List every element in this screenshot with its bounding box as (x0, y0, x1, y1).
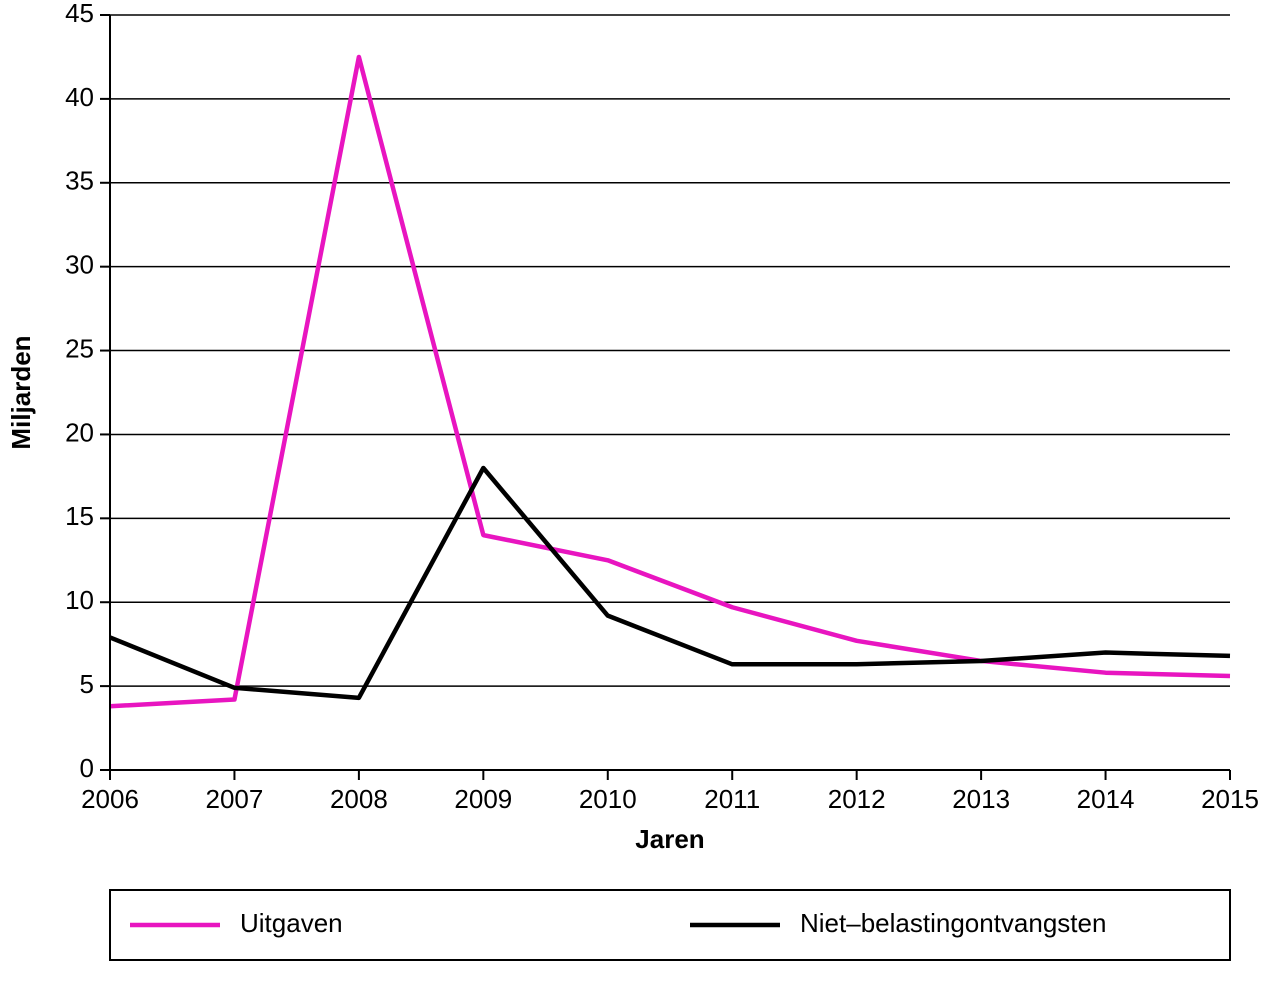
y-tick-label: 35 (65, 166, 94, 196)
y-tick-label: 20 (65, 417, 94, 447)
x-tick-label: 2006 (81, 784, 139, 814)
y-tick-label: 40 (65, 82, 94, 112)
x-tick-label: 2015 (1201, 784, 1259, 814)
x-tick-label: 2013 (952, 784, 1010, 814)
x-tick-label: 2008 (330, 784, 388, 814)
y-tick-label: 30 (65, 250, 94, 280)
y-tick-label: 45 (65, 0, 94, 28)
x-tick-label: 2010 (579, 784, 637, 814)
y-tick-label: 25 (65, 333, 94, 363)
legend-label-0: Uitgaven (240, 908, 343, 938)
x-tick-label: 2011 (704, 784, 760, 814)
chart-container: 0 5 10 15 20 25 30 35 40 45 2006 2007 2008 2009 2010 20… (0, 0, 1266, 981)
x-tick-label: 2009 (454, 784, 512, 814)
y-tick-label: 5 (80, 669, 94, 699)
x-axis-label: Jaren (635, 824, 704, 854)
legend-label-1: Niet–belastingontvangsten (800, 908, 1106, 938)
y-axis-label: Miljarden (6, 335, 36, 449)
x-tick-label: 2012 (828, 784, 886, 814)
line-chart: 0 5 10 15 20 25 30 35 40 45 2006 2007 2008 2009 2010 20… (0, 0, 1266, 981)
y-tick-label: 15 (65, 501, 94, 531)
x-tick-label: 2007 (206, 784, 264, 814)
y-tick-label: 10 (65, 585, 94, 615)
y-tick-label: 0 (80, 753, 94, 783)
x-tick-label: 2014 (1077, 784, 1135, 814)
